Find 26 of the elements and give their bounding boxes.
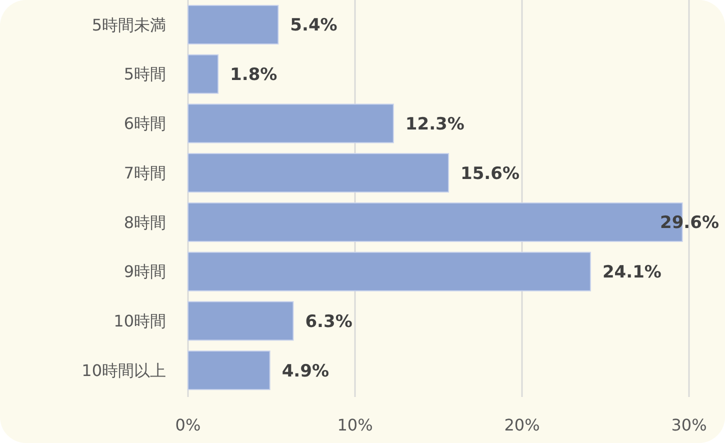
bar (188, 104, 394, 144)
y-tick-label: 7時間 (124, 163, 166, 182)
y-tick-label: 6時間 (124, 114, 166, 134)
x-tick-label: 20% (504, 416, 540, 435)
y-tick-label: 10時間以上 (82, 360, 166, 380)
data-label: 5.4% (290, 16, 338, 36)
y-tick-label: 10時間 (114, 312, 166, 331)
x-tick-label: 10% (337, 416, 373, 435)
bar (188, 4, 279, 44)
x-tick-label: 0% (175, 416, 201, 435)
y-tick-label: 9時間 (124, 262, 166, 282)
data-label: 4.9% (282, 361, 329, 382)
y-tick-label: 5時間未満 (92, 15, 166, 34)
y-tick-label: 8時間 (124, 212, 166, 232)
bar (188, 252, 591, 292)
data-label: 1.8% (230, 65, 278, 86)
bar (188, 54, 219, 94)
data-label: 6.3% (305, 312, 352, 332)
data-label: 24.1% (602, 262, 662, 283)
x-tick-label: 30% (671, 416, 707, 435)
bar (188, 301, 294, 341)
bar (188, 350, 270, 390)
bar (188, 153, 450, 193)
data-label: 15.6% (460, 164, 520, 184)
y-tick-label: 5時間 (124, 64, 166, 84)
data-label: 12.3% (405, 114, 464, 134)
